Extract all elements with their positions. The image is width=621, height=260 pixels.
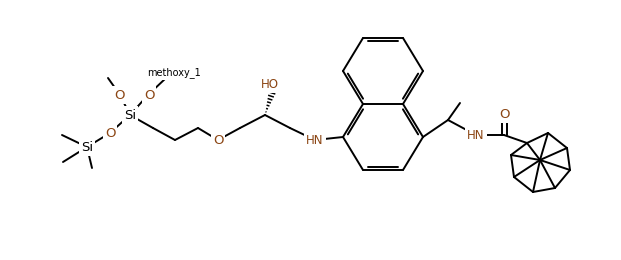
Text: HN: HN (306, 133, 324, 146)
Text: Si: Si (124, 108, 136, 121)
Text: O: O (114, 88, 124, 101)
Text: Si: Si (81, 140, 93, 153)
Text: O: O (213, 133, 224, 146)
Text: HN: HN (467, 128, 485, 141)
Text: HO: HO (261, 77, 279, 90)
Text: O: O (499, 107, 509, 120)
Text: O: O (143, 88, 154, 101)
Text: methoxy_1: methoxy_1 (147, 68, 201, 79)
Text: O: O (105, 127, 116, 140)
